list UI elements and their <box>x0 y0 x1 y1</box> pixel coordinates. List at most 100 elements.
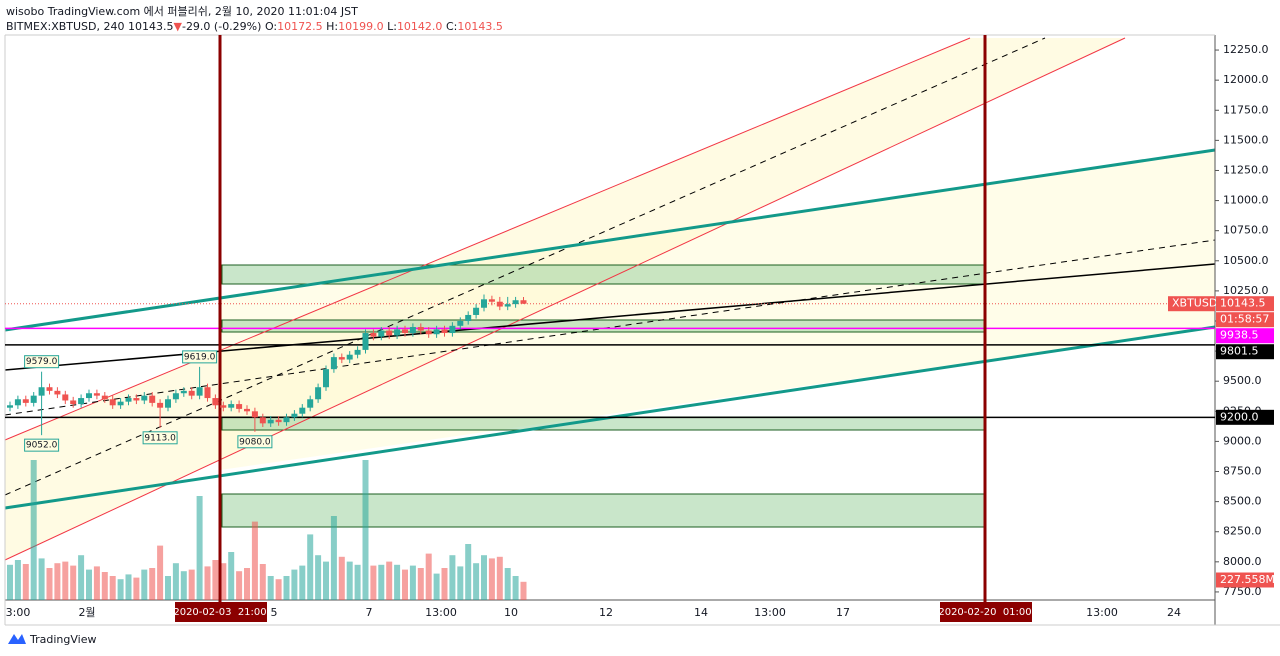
volume-bar <box>299 565 306 600</box>
volume-bar <box>165 576 171 600</box>
candle-body <box>180 390 187 394</box>
volume <box>7 460 527 600</box>
candle-body <box>323 369 329 388</box>
volume-bar <box>496 556 503 600</box>
candle-body <box>299 407 306 414</box>
volume-bar <box>283 576 290 600</box>
dashed-line <box>4 37 1046 496</box>
candle-body <box>125 398 132 402</box>
candle-body <box>7 405 13 408</box>
candle-body <box>259 417 266 424</box>
candle-body <box>465 314 472 321</box>
volume-bar <box>473 563 480 600</box>
arrow: ▼ <box>173 20 182 33</box>
trend-line <box>4 148 1216 332</box>
volume-bar <box>457 566 464 600</box>
price-line-tag: 9938.5 <box>1220 329 1259 342</box>
volume-bar <box>362 460 369 600</box>
candle-body <box>283 417 290 423</box>
volume-bar <box>93 566 100 600</box>
y-tick-label: 11250.0 <box>1223 163 1269 176</box>
volume-bar <box>133 577 140 600</box>
ohlc-key: O: <box>264 20 278 33</box>
volume-bar <box>275 579 282 600</box>
volume-bar <box>449 555 456 600</box>
volume-bar <box>62 561 69 600</box>
candle-body <box>251 411 258 418</box>
candle-body <box>330 357 337 370</box>
candle-body <box>30 395 37 403</box>
drawings <box>4 37 1216 561</box>
candle-body <box>481 299 487 308</box>
candle-body <box>14 399 21 406</box>
candle-body <box>488 299 495 302</box>
price-line-tag-bg <box>1216 344 1274 360</box>
candle-body <box>220 405 227 408</box>
volume-bar <box>54 563 61 600</box>
volume-bar <box>520 581 527 600</box>
volume-bar <box>488 558 495 600</box>
x-tick-label: 13:00 <box>754 606 786 619</box>
brand-logo <box>8 634 26 644</box>
volume-bar <box>180 571 187 600</box>
candle-body <box>291 413 298 418</box>
candle-body <box>346 354 353 360</box>
volume-bar <box>220 563 227 600</box>
y-tick-label: 8000.0 <box>1223 555 1262 568</box>
volume-bar <box>330 516 337 600</box>
volume-bar <box>394 564 401 600</box>
candle-body <box>54 390 61 395</box>
candle-body <box>378 330 385 337</box>
candle-body <box>38 387 45 396</box>
x-tick-label: 2월 <box>78 606 95 619</box>
candle-body <box>417 327 424 331</box>
brand: TradingView <box>29 633 96 646</box>
volume-bar <box>212 560 219 600</box>
volume-bar <box>204 566 211 600</box>
candle-body <box>409 327 416 334</box>
x-tick-label: 10 <box>504 606 518 619</box>
candle-body <box>394 329 401 336</box>
y-tick-label: 12000.0 <box>1223 73 1269 86</box>
last: 10143.5 <box>128 20 174 33</box>
extreme-label-box <box>24 355 60 369</box>
ohlc-value: 10172.5 <box>277 20 323 33</box>
volume-bar <box>251 521 258 600</box>
y-tick-label: 11000.0 <box>1223 194 1269 207</box>
volume-bar <box>188 569 195 600</box>
volume-bar <box>307 534 314 600</box>
candle-body <box>228 404 235 408</box>
box <box>221 319 986 333</box>
volume-bar <box>149 568 156 600</box>
candle-body <box>236 404 243 409</box>
date-marker-label: 2020-02-03 21:00 <box>173 607 266 618</box>
volume-bar <box>417 568 424 600</box>
extreme-label-box <box>237 435 273 449</box>
volume-bar <box>433 573 440 600</box>
y-tick-label: 7750.0 <box>1223 585 1262 598</box>
volume-bar <box>512 576 519 600</box>
y-tick-label: 11500.0 <box>1223 133 1269 146</box>
candle-body <box>244 408 250 412</box>
volume-bar <box>465 544 472 600</box>
extreme-label: 9080.0 <box>239 437 271 447</box>
ohlc-value: 10199.0 <box>338 20 384 33</box>
volume-bar <box>86 569 92 600</box>
candle-body <box>425 330 432 335</box>
volume-bar <box>370 565 377 600</box>
date-marker-bg <box>940 602 1032 622</box>
candle-body <box>196 387 203 396</box>
date-marker-bg <box>175 602 267 622</box>
candle-body <box>93 393 100 396</box>
candle-body <box>165 399 171 408</box>
volume-bar <box>425 553 432 600</box>
volume-bar <box>14 560 21 600</box>
volume-bar <box>267 576 274 600</box>
candle-body <box>275 419 282 423</box>
volume-bar <box>38 558 45 600</box>
dashed-line <box>4 239 1216 416</box>
volume-bar <box>157 545 164 600</box>
volume-bar <box>386 561 393 600</box>
y-tick-label: 8250.0 <box>1223 525 1262 538</box>
